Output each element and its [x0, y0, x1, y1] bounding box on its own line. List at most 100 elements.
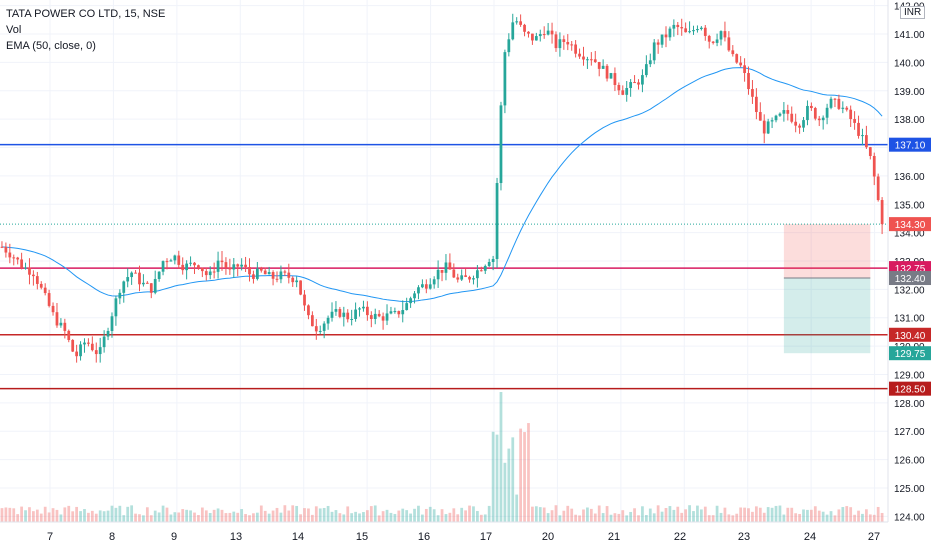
candle [483, 264, 487, 275]
price-tag: 134.30 [889, 217, 931, 232]
candle-body [75, 351, 78, 357]
candle [609, 72, 613, 79]
volume-bar [668, 506, 672, 522]
candle-body [570, 44, 574, 46]
time-tick-label: 14 [292, 531, 304, 543]
candle [299, 280, 302, 296]
volume-bar [413, 508, 416, 522]
price-tag: 129.75 [889, 346, 931, 361]
volume-bar [629, 511, 633, 522]
candle [303, 290, 306, 311]
candle-body [727, 37, 731, 51]
candle-body [865, 135, 868, 148]
candle-body [472, 278, 475, 280]
candle-body [240, 264, 244, 267]
volume-bar [523, 432, 526, 522]
candle [810, 102, 813, 111]
volume-bar [149, 515, 153, 522]
candle-body [448, 262, 452, 270]
volume-bar [338, 513, 342, 522]
volume-bar [731, 515, 735, 522]
candle [841, 101, 845, 114]
candle-body [59, 322, 63, 326]
candle-body [161, 261, 165, 272]
currency-badge[interactable]: INR [900, 6, 926, 19]
candle [719, 30, 723, 46]
candle [47, 289, 51, 308]
volume-bar [456, 514, 460, 522]
candle [715, 33, 719, 47]
volume-bar [185, 509, 189, 522]
candle-body [715, 39, 719, 43]
candle-body [542, 34, 546, 36]
volume-bar [609, 514, 613, 522]
volume-bar [169, 514, 173, 522]
time-tick-label: 17 [480, 531, 492, 543]
volume-bar [259, 505, 263, 522]
candle [177, 250, 181, 269]
chart-title: TATA POWER CO LTD, 15, NSE [6, 8, 166, 20]
candle [574, 40, 578, 58]
volume-bar [193, 512, 196, 522]
volume-bar [224, 513, 228, 522]
horizontal-levels [0, 143, 888, 390]
candle [67, 329, 71, 343]
candle-body [138, 272, 141, 285]
volume-bar [554, 505, 558, 522]
candle-body [597, 62, 601, 69]
candle [688, 21, 691, 34]
volume-bar [586, 507, 589, 522]
candle [145, 281, 149, 284]
volume-bar [405, 510, 409, 522]
price-tick-label: 131.00 [894, 314, 925, 325]
volume-bar [24, 510, 27, 522]
candle [703, 24, 707, 41]
candle-body [531, 33, 534, 41]
candle-body [641, 75, 644, 85]
volume-bar [605, 506, 609, 522]
candle-body [574, 44, 578, 54]
candle [813, 106, 817, 121]
candle-body [507, 39, 511, 53]
candle [672, 19, 676, 37]
candle-body [185, 263, 189, 271]
candle-body [444, 262, 448, 273]
candle [696, 25, 699, 33]
volume-bar [51, 508, 55, 522]
candle [193, 261, 196, 274]
candle-body [452, 269, 456, 278]
candle-body [193, 262, 196, 266]
volume-bar [189, 510, 192, 522]
volume-bar [43, 506, 47, 522]
volume-bar [417, 505, 420, 522]
candle [63, 318, 67, 339]
volume-bar [342, 514, 346, 522]
grid [0, 0, 888, 522]
candle-body [845, 107, 849, 110]
volume-bar [350, 513, 354, 522]
volume-bar [263, 510, 267, 522]
candle [83, 338, 86, 353]
volume-bar [8, 507, 12, 522]
candle [495, 177, 499, 268]
candle [821, 115, 825, 130]
candle [542, 26, 546, 39]
time-tick-label: 15 [356, 531, 368, 543]
volume-bar [28, 507, 31, 522]
volume-bar [613, 513, 617, 522]
candle [102, 330, 106, 353]
time-axis: 7 8 9 13 14 15 16 17 20 21 22 23 24 27 [0, 521, 888, 543]
volume-bar [67, 505, 71, 522]
candle-body [853, 119, 856, 123]
candle [629, 79, 633, 97]
candle [770, 117, 774, 129]
candle-body [279, 271, 283, 280]
candle [472, 275, 475, 285]
volume-bar [248, 515, 251, 522]
volume-bar [829, 511, 833, 522]
candle-body [810, 105, 813, 109]
candle [479, 266, 483, 272]
candle-body [499, 105, 503, 184]
